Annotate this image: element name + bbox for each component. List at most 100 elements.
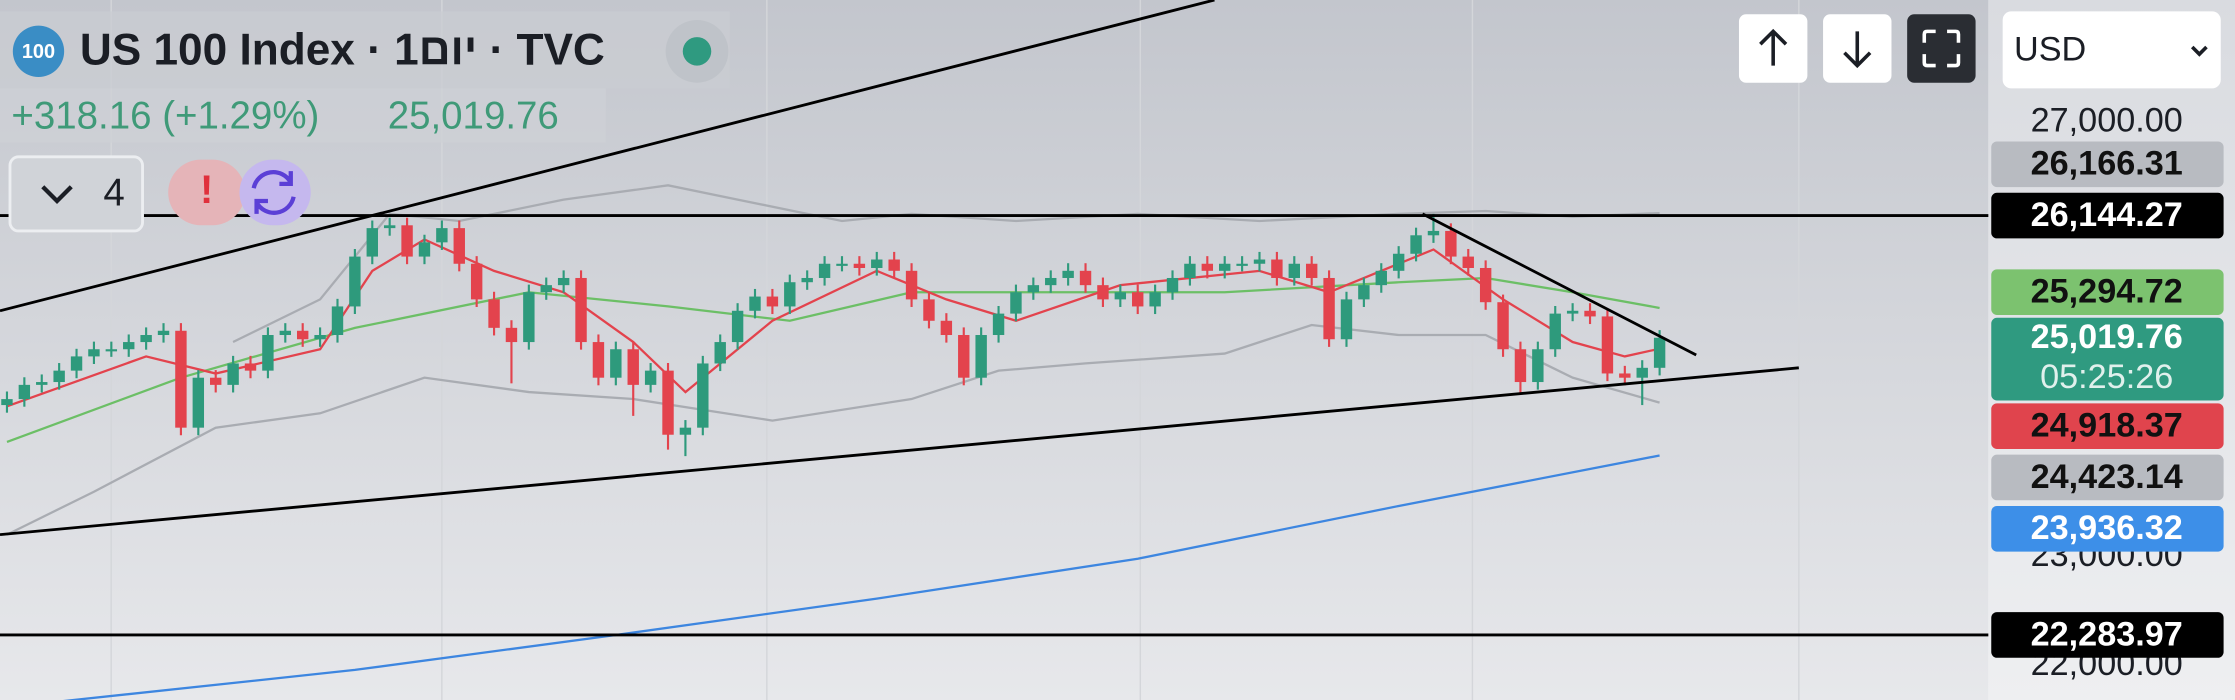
- currency-label: USD: [2014, 30, 2086, 68]
- candle-body: [1166, 277, 1179, 293]
- candle-body: [540, 285, 552, 293]
- price-badge-label: 22,283.97: [2031, 615, 2183, 653]
- candle-body: [749, 296, 761, 311]
- candle-body: [210, 377, 222, 385]
- candle-body: [1305, 263, 1318, 278]
- candle-body: [1219, 263, 1231, 271]
- candle-body: [1479, 267, 1492, 303]
- candle-body: [1323, 277, 1335, 340]
- candle-body: [401, 225, 413, 257]
- price-backdrop: [0, 88, 606, 143]
- candle-body: [436, 228, 448, 243]
- candle-body: [1375, 270, 1387, 286]
- candle-body: [627, 349, 639, 385]
- candle-body: [697, 363, 709, 428]
- candle-body: [18, 384, 31, 400]
- candle-body: [1201, 263, 1214, 271]
- candle-body: [470, 263, 483, 300]
- candle-body: [1184, 263, 1196, 278]
- candle-body: [1549, 313, 1561, 350]
- candle-body: [331, 306, 344, 336]
- candle-body: [123, 342, 135, 350]
- candle-body: [1532, 349, 1544, 383]
- candle-body: [1114, 292, 1127, 300]
- candle-body: [888, 259, 900, 271]
- candle-body: [105, 349, 118, 352]
- symbol-logo: [12, 25, 65, 77]
- candle-body: [853, 263, 866, 268]
- candle-body: [1271, 259, 1283, 278]
- y-tick-label: 27,000.00: [2031, 102, 2183, 140]
- candle-body: [1636, 367, 1648, 378]
- chevron-icon: [41, 185, 73, 205]
- candle-body: [192, 377, 205, 428]
- candle-body: [1132, 292, 1144, 307]
- market-status[interactable]: [682, 37, 712, 66]
- candle-body: [1514, 349, 1527, 383]
- refresh-button[interactable]: [239, 159, 311, 226]
- candle-body: [1079, 270, 1092, 286]
- symbol-title[interactable]: US 100 Index · 1יום · TVC: [80, 25, 605, 74]
- price-badge-label: 23,936.32: [2031, 509, 2183, 547]
- candle-body: [349, 256, 361, 307]
- candle-body: [1236, 263, 1248, 266]
- candle-body: [296, 330, 309, 340]
- candle-body: [940, 320, 953, 336]
- candle-body: [592, 342, 605, 378]
- candle-body: [488, 299, 500, 328]
- candle-body: [731, 310, 744, 343]
- candle-body: [1149, 292, 1161, 307]
- candle-body: [1445, 230, 1457, 257]
- candle-body: [279, 330, 292, 336]
- candle-body: [557, 277, 570, 286]
- candle-body: [175, 330, 187, 428]
- candle-body: [88, 349, 100, 357]
- candle-body: [366, 228, 378, 257]
- price-badge: [1991, 612, 2224, 658]
- symbol-logo-text: 100: [22, 41, 55, 63]
- candle-body: [1584, 310, 1596, 317]
- candle-body: [157, 330, 170, 336]
- candle-body: [1340, 299, 1353, 340]
- candle-body: [662, 370, 674, 435]
- candle-body: [1027, 285, 1040, 293]
- price-badge: [1991, 505, 2224, 552]
- indicator-line: [232, 184, 1660, 344]
- candle-body: [1097, 285, 1109, 300]
- indicator-line: [62, 454, 1660, 700]
- price-badge: [1991, 269, 2224, 315]
- refresh-icon: [251, 170, 296, 215]
- candle-body: [505, 327, 518, 343]
- candle-body: [314, 335, 326, 340]
- candle-body: [244, 363, 257, 371]
- indicator-count: 4: [103, 171, 124, 214]
- last-price: 25,019.76: [388, 94, 559, 137]
- candle-body: [1062, 270, 1074, 278]
- price-badge-label: 24,918.37: [2031, 407, 2183, 445]
- currency-select[interactable]: [2002, 11, 2221, 89]
- candle-body: [1566, 310, 1579, 314]
- down-arrow-icon: [1843, 31, 1872, 69]
- price-badge-label: 26,166.31: [2031, 145, 2183, 183]
- candle-body: [453, 228, 465, 264]
- candle-body: [801, 277, 813, 283]
- price-badge-label: 24,423.14: [2031, 458, 2183, 496]
- candle-body: [766, 296, 779, 307]
- error-button[interactable]: [168, 159, 246, 226]
- price-badge-label: 26,144.27: [2031, 196, 2183, 234]
- candle-body: [70, 356, 83, 371]
- candle-body: [1410, 235, 1422, 254]
- indicator-toggle[interactable]: [8, 155, 144, 233]
- candle-body: [1497, 302, 1509, 350]
- candle-body: [53, 370, 65, 383]
- candle-body: [140, 335, 152, 343]
- price-badge: [1991, 454, 2224, 501]
- indicator-line: [6, 323, 1660, 536]
- candle-body: [418, 242, 431, 257]
- fullscreen-button[interactable]: [1907, 14, 1976, 83]
- candle-body: [1601, 316, 1614, 374]
- price-badge-label: 25,294.72: [2031, 273, 2183, 311]
- price-badge: [1991, 317, 2224, 401]
- candle-body: [1392, 253, 1405, 271]
- candle-body: [905, 270, 918, 300]
